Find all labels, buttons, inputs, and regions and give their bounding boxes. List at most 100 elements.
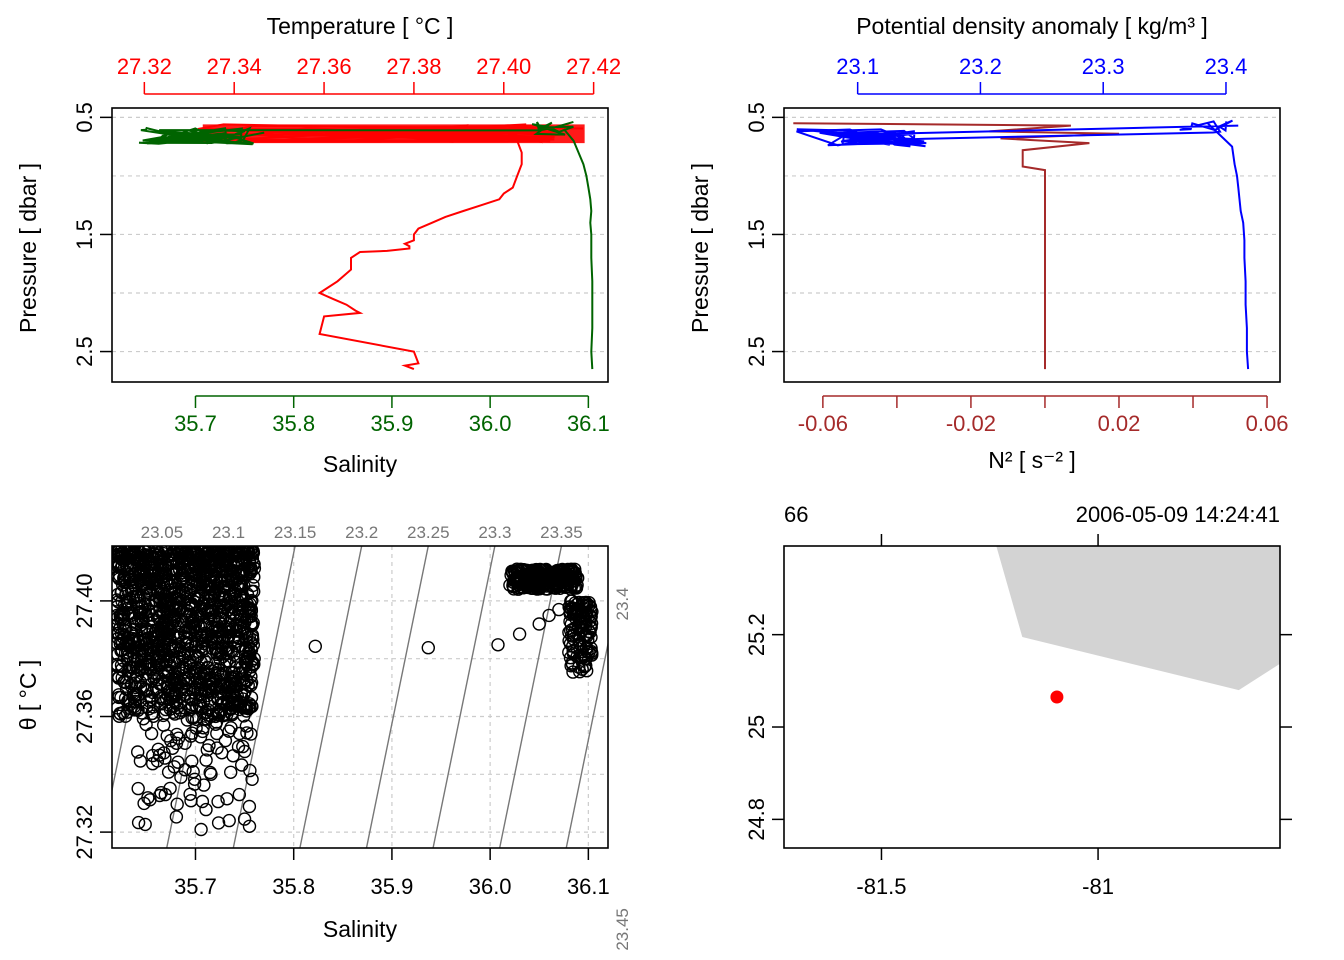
ts-point: [170, 697, 184, 711]
y-tick-label: 2.5: [72, 336, 97, 367]
ts-point: [507, 582, 521, 596]
ts-point: [187, 772, 202, 786]
ts-point: [237, 812, 252, 826]
bottom-tick-label: 0.06: [1246, 411, 1289, 436]
isopycnal-line: [633, 546, 695, 848]
isopycnal-label: 23.15: [274, 523, 317, 542]
ts-point: [246, 584, 261, 599]
station-marker: [1050, 690, 1064, 704]
x-tick-label: 36.1: [567, 874, 610, 899]
ts-point: [129, 640, 143, 654]
ts-point: [144, 726, 159, 741]
ts-point: [160, 578, 175, 592]
ts-point: [226, 749, 240, 763]
ts-point: [193, 730, 208, 744]
y-tick-label: 0.5: [744, 102, 769, 133]
ts-point: [198, 569, 212, 583]
ts-point: [491, 638, 505, 652]
ts-point: [218, 733, 233, 748]
ts-point: [553, 581, 567, 595]
ts-point: [117, 572, 131, 587]
temperature-surface-band: [202, 124, 585, 144]
ts-point: [235, 602, 249, 616]
density-profile-line: [1206, 122, 1250, 370]
y-tick-label: 2.5: [744, 336, 769, 367]
ts-point: [224, 721, 238, 735]
x-tick-label: 35.9: [371, 874, 414, 899]
ts-point: [549, 565, 563, 580]
top-tick-label: 23.2: [959, 54, 1002, 79]
ts-point: [193, 670, 207, 684]
ts-point: [215, 746, 229, 760]
ts-point: [215, 629, 230, 644]
isopycnal-label: 23.3: [478, 523, 511, 542]
ts-point: [175, 571, 189, 585]
x-tick-label: 36.0: [469, 874, 512, 899]
ts-point: [582, 624, 596, 639]
ts-point: [564, 629, 579, 643]
ts-point: [235, 551, 249, 565]
top-axis: 23.1 23.2 23.3 23.4: [836, 54, 1247, 95]
ts-point: [167, 603, 181, 617]
ts-point: [161, 624, 175, 638]
y-tick-label: 1.5: [72, 219, 97, 250]
ts-point: [124, 560, 139, 574]
ts-point: [113, 707, 128, 721]
ts-point: [170, 797, 184, 811]
isopycnal-label: 23.35: [540, 523, 583, 542]
plot-frame: [111, 545, 609, 849]
bottom-axis: -0.06 -0.02 0.02 0.06: [798, 395, 1289, 436]
ts-point: [159, 665, 173, 679]
ts-point: [242, 819, 257, 833]
ts-point: [204, 635, 219, 649]
ts-point: [581, 633, 595, 647]
y-tick-label: 27.36: [72, 689, 97, 744]
ts-point: [213, 623, 227, 637]
top-axis: 27.32 27.34 27.36 27.38 27.40 27.42: [117, 54, 621, 95]
y-axis: 24.8 25 25.2: [744, 613, 1292, 841]
ts-point: [245, 772, 259, 786]
plot-frame: [111, 107, 609, 383]
ts-point: [185, 754, 199, 768]
map-frame: [783, 545, 1281, 849]
ts-point: [178, 763, 192, 777]
ts-point: [134, 615, 149, 629]
ts-point: [421, 641, 435, 655]
ts-point: [214, 612, 228, 627]
isopycnal-label: 23.45: [613, 908, 632, 951]
ts-point: [178, 637, 192, 652]
salinity-surface-scribble: [138, 120, 574, 146]
ts-point: [179, 592, 193, 607]
ts-point: [174, 770, 188, 784]
temperature-profile-line: [317, 140, 523, 371]
bottom-tick-label: 35.7: [174, 411, 217, 436]
ts-point: [133, 605, 148, 619]
theta-axis-title: θ [ °C ]: [15, 660, 41, 731]
ts-point: [528, 564, 542, 578]
y-tick-label: 25: [744, 715, 769, 739]
ts-point: [124, 626, 139, 640]
ts-point: [243, 763, 257, 778]
x-tick-label: -81: [1082, 874, 1114, 899]
ts-point: [203, 765, 217, 780]
ts-point: [526, 578, 541, 593]
ts-point: [133, 754, 148, 768]
ts-point: [137, 796, 151, 811]
bottom-tick-label: 0.02: [1098, 411, 1141, 436]
ts-point: [510, 564, 525, 578]
station-number: 66: [784, 502, 808, 527]
ts-point: [245, 546, 259, 559]
ts-point: [196, 721, 210, 735]
x-axis: -81.5 -81: [856, 534, 1114, 899]
ts-point: [246, 638, 261, 652]
panel-station-map: 66 2006-05-09 14:24:41 -81.5 -81 24.8 25 25…: [744, 502, 1292, 899]
ts-point: [166, 699, 180, 714]
ts-point: [173, 675, 188, 689]
x-tick-label: 35.8: [272, 874, 315, 899]
ts-point: [223, 765, 238, 779]
ts-point: [184, 794, 198, 808]
ts-point: [239, 719, 254, 733]
ts-point: [204, 603, 218, 618]
ts-point: [156, 718, 171, 732]
bottom-tick-label: 35.8: [272, 411, 315, 436]
